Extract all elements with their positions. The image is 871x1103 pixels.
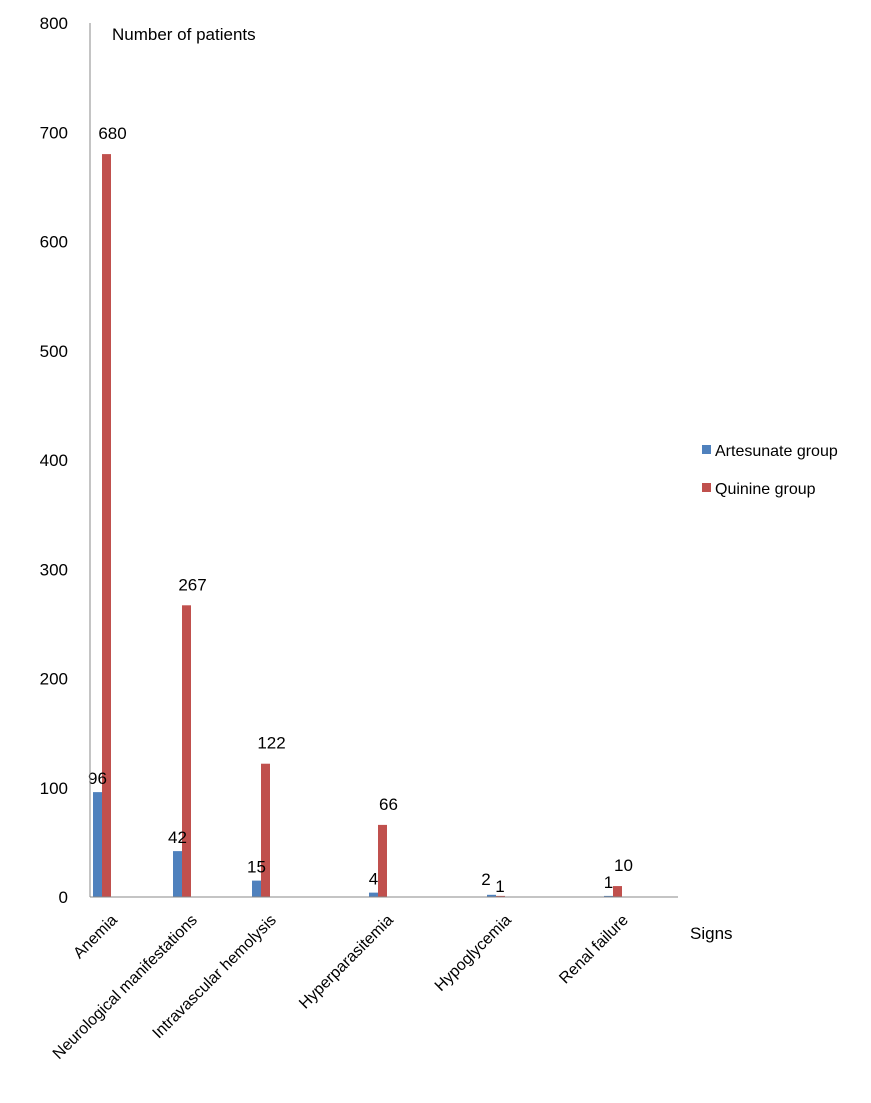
category-label: Anemia <box>70 912 120 962</box>
category-label: Renal failure <box>556 912 632 988</box>
category-label: Hypoglycemia <box>432 912 515 995</box>
data-label: 2 <box>481 870 490 889</box>
data-label: 1 <box>604 873 613 892</box>
legend-swatch <box>702 483 711 492</box>
bar-artesunate <box>252 880 261 897</box>
y-axis-title: Number of patients <box>112 25 256 44</box>
data-label: 267 <box>178 575 206 594</box>
bar-artesunate <box>604 895 613 897</box>
y-tick-label: 100 <box>40 779 68 798</box>
bar-artesunate <box>487 894 496 897</box>
bars <box>93 154 622 898</box>
bar-quinine <box>182 605 191 897</box>
legend-swatch <box>702 445 711 454</box>
legend-label: Artesunate group <box>715 443 838 460</box>
data-label: 122 <box>257 734 285 753</box>
x-axis-title: Signs <box>690 924 733 943</box>
data-label: 4 <box>369 870 378 889</box>
bar-artesunate <box>93 792 102 897</box>
data-label: 1 <box>495 877 504 896</box>
data-label: 680 <box>98 124 126 143</box>
data-label: 42 <box>168 828 187 847</box>
y-tick-label: 0 <box>59 888 68 907</box>
legend: Artesunate group Quinine group <box>702 443 838 498</box>
bar-artesunate <box>173 851 182 897</box>
bar-quinine <box>261 763 270 897</box>
category-label: Neurological manifestations <box>50 912 201 1063</box>
legend-label: Quinine group <box>715 481 816 498</box>
bar-quinine <box>102 154 111 898</box>
y-tick-label: 200 <box>40 670 68 689</box>
data-label: 10 <box>614 856 633 875</box>
y-axis-ticks: 0 100 200 300 400 500 600 700 800 <box>40 14 68 907</box>
y-tick-label: 800 <box>40 14 68 33</box>
y-tick-label: 500 <box>40 342 68 361</box>
data-label: 96 <box>88 769 107 788</box>
data-label: 66 <box>379 795 398 814</box>
y-tick-label: 300 <box>40 560 68 579</box>
y-tick-label: 600 <box>40 233 68 252</box>
bar-quinine <box>496 895 505 897</box>
category-label: Hyperparasitemia <box>296 912 397 1013</box>
data-label: 15 <box>247 858 266 877</box>
bar-quinine <box>613 886 622 897</box>
bar-quinine <box>378 824 387 897</box>
y-tick-label: 400 <box>40 451 68 470</box>
bar-artesunate <box>369 892 378 897</box>
y-tick-label: 700 <box>40 123 68 142</box>
